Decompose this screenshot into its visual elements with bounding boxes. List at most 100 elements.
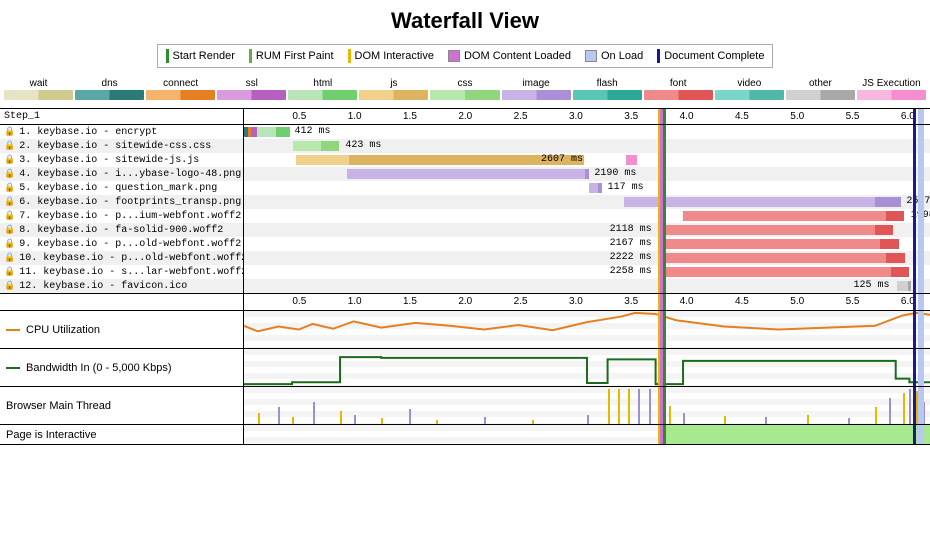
- event-line: [663, 265, 666, 279]
- event-line: [913, 251, 916, 265]
- event-line: [913, 237, 916, 251]
- event-line: [913, 109, 916, 124]
- legend-item: RUM First Paint: [249, 49, 334, 63]
- duration-label: 2258 ms: [610, 266, 656, 277]
- legend-item: On Load: [585, 49, 643, 63]
- lock-icon: 🔒: [4, 155, 15, 165]
- event-line: [918, 294, 924, 310]
- waterfall-rows: 🔒 1. keybase.io - encrypt412 ms🔒 2. keyb…: [0, 125, 930, 294]
- lock-icon: 🔒: [4, 183, 15, 193]
- event-line: [663, 195, 666, 209]
- legend-item: Document Complete: [657, 49, 764, 63]
- lock-icon: 🔒: [4, 253, 15, 263]
- event-line: [918, 311, 924, 348]
- event-line: [663, 279, 666, 293]
- request-label: 9. keybase.io - p...old-webfont.woff2: [19, 239, 241, 250]
- event-line: [663, 311, 666, 348]
- event-line: [918, 425, 924, 444]
- event-line: [918, 109, 924, 124]
- request-label: 12. keybase.io - favicon.ico: [19, 281, 187, 292]
- event-line: [663, 349, 666, 386]
- event-line: [663, 425, 666, 444]
- event-line: [918, 349, 924, 386]
- duration-label: 2222 ms: [610, 252, 656, 263]
- request-row[interactable]: 🔒 5. keybase.io - question_mark.png117 m…: [0, 181, 930, 195]
- event-line: [918, 139, 924, 153]
- event-line: [913, 195, 916, 209]
- event-line: [663, 153, 666, 167]
- event-line: [913, 167, 916, 181]
- event-line: [913, 223, 916, 237]
- cpu-panel: CPU Utilization: [0, 311, 930, 349]
- request-row[interactable]: 🔒 10. keybase.io - p...old-webfont.woff2 2…: [0, 251, 930, 265]
- page-title: Waterfall View: [0, 0, 930, 44]
- interactive-panel: Page is Interactive: [0, 425, 930, 445]
- request-label: 11. keybase.io - s...lar-webfont.woff2: [19, 267, 244, 278]
- duration-label: 125 ms: [853, 280, 893, 291]
- lock-icon: 🔒: [4, 141, 15, 151]
- type-wait: wait: [4, 78, 73, 102]
- event-line: [913, 153, 916, 167]
- lock-icon: 🔒: [4, 211, 15, 221]
- request-row[interactable]: 🔒12. keybase.io - favicon.ico125 ms: [0, 279, 930, 293]
- type-video: video: [715, 78, 784, 102]
- duration-label: 2118 ms: [610, 224, 656, 235]
- lock-icon: 🔒: [4, 239, 15, 249]
- event-line: [663, 181, 666, 195]
- event-line: [918, 195, 924, 209]
- event-line: [663, 223, 666, 237]
- event-line: [913, 294, 916, 310]
- lock-icon: 🔒: [4, 267, 15, 277]
- legend-item: DOM Content Loaded: [448, 49, 571, 63]
- type-js: js: [359, 78, 428, 102]
- event-line: [918, 279, 924, 293]
- event-line: [913, 311, 916, 348]
- request-row[interactable]: 🔒 6. keybase.io - footprints_transp.png2…: [0, 195, 930, 209]
- type-JS Execution: JS Execution: [857, 78, 926, 102]
- request-row[interactable]: 🔒 9. keybase.io - p...old-webfont.woff22…: [0, 237, 930, 251]
- event-line: [663, 294, 666, 310]
- request-row[interactable]: 🔒 11. keybase.io - s...lar-webfont.woff2 2…: [0, 265, 930, 279]
- request-row[interactable]: 🔒 1. keybase.io - encrypt412 ms: [0, 125, 930, 139]
- request-row[interactable]: 🔒 4. keybase.io - i...ybase-logo-48.png2…: [0, 167, 930, 181]
- request-label: 10. keybase.io - p...old-webfont.woff2: [19, 253, 244, 264]
- type-html: html: [288, 78, 357, 102]
- event-line: [918, 167, 924, 181]
- lock-icon: 🔒: [4, 225, 15, 235]
- request-label: 2. keybase.io - sitewide-css.css: [19, 141, 211, 152]
- duration-label: 2607 ms: [541, 154, 587, 165]
- request-label: 6. keybase.io - footprints_transp.png: [19, 197, 241, 208]
- type-other: other: [786, 78, 855, 102]
- event-line: [918, 237, 924, 251]
- request-row[interactable]: 🔒 7. keybase.io - p...ium-webfont.woff21…: [0, 209, 930, 223]
- event-line: [913, 387, 916, 424]
- bandwidth-panel: Bandwidth In (0 - 5,000 Kbps): [0, 349, 930, 387]
- event-line: [663, 167, 666, 181]
- event-line: [913, 349, 916, 386]
- request-row[interactable]: 🔒 3. keybase.io - sitewide-js.js2607 ms: [0, 153, 930, 167]
- request-label: 7. keybase.io - p...ium-webfont.woff2: [19, 211, 241, 222]
- request-row[interactable]: 🔒 8. keybase.io - fa-solid-900.woff2 2118…: [0, 223, 930, 237]
- event-line: [918, 223, 924, 237]
- lock-icon: 🔒: [4, 197, 15, 207]
- event-line: [663, 237, 666, 251]
- event-line: [918, 125, 924, 139]
- event-line: [913, 139, 916, 153]
- duration-label: 2190 ms: [590, 168, 636, 179]
- event-line: [918, 251, 924, 265]
- type-font: font: [644, 78, 713, 102]
- duration-label: 412 ms: [290, 126, 330, 137]
- request-label: 5. keybase.io - question_mark.png: [19, 183, 217, 194]
- type-css: css: [430, 78, 499, 102]
- timeline-footer: 0.51.01.52.02.53.03.54.04.55.05.56.0: [0, 294, 930, 311]
- type-image: image: [502, 78, 571, 102]
- request-row[interactable]: 🔒 2. keybase.io - sitewide-css.css423 ms: [0, 139, 930, 153]
- event-line: [663, 139, 666, 153]
- event-legend: Start RenderRUM First PaintDOM Interacti…: [157, 44, 774, 68]
- event-line: [918, 153, 924, 167]
- step-label: Step_1: [0, 109, 244, 124]
- event-line: [913, 125, 916, 139]
- event-line: [663, 125, 666, 139]
- type-dns: dns: [75, 78, 144, 102]
- request-label: 8. keybase.io - fa-solid-900.woff2: [19, 225, 223, 236]
